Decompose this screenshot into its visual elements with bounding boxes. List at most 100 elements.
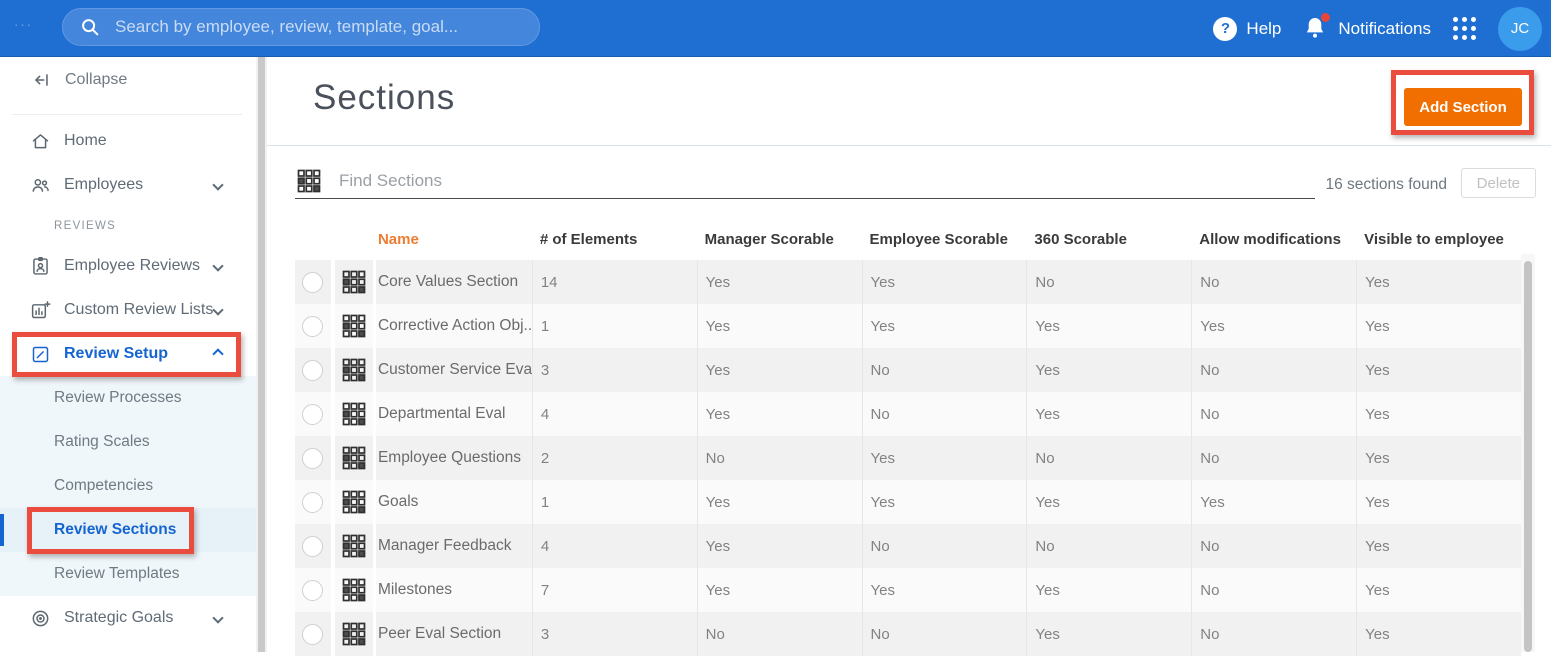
collapse-button[interactable]: Collapse xyxy=(0,58,256,102)
section-name[interactable]: Corrective Action Obj... xyxy=(375,304,532,348)
avatar[interactable]: JC xyxy=(1498,6,1542,51)
column-header-visible-to-employee[interactable]: Visible to employee xyxy=(1364,231,1504,248)
row-select-radio[interactable] xyxy=(302,403,324,425)
elements-value: 2 xyxy=(531,436,697,480)
sidebar-item-label: Employees xyxy=(64,176,144,193)
employee-scorable-value: No xyxy=(861,524,1027,568)
drag-handle-icon[interactable] xyxy=(342,578,366,602)
search-input[interactable] xyxy=(115,17,523,37)
sidebar-item-review-sections[interactable]: Review Sections xyxy=(0,508,256,552)
column-header-manager-scorable[interactable]: Manager Scorable xyxy=(704,231,834,248)
elements-value: 1 xyxy=(531,304,697,348)
section-name[interactable]: Employee Questions xyxy=(375,436,532,480)
find-sections-field[interactable] xyxy=(295,163,1315,199)
notifications-label: Notifications xyxy=(1338,18,1431,38)
scorable-360-value: Yes xyxy=(1026,568,1192,612)
employee-scorable-value: Yes xyxy=(861,568,1027,612)
row-select-radio[interactable] xyxy=(302,447,324,469)
row-select-radio[interactable] xyxy=(302,535,324,557)
section-name[interactable]: Departmental Eval xyxy=(375,392,532,436)
allow-modifications-value: No xyxy=(1191,348,1357,392)
sidebar-item-review-templates[interactable]: Review Templates xyxy=(54,565,180,582)
sidebar-item-rating-scales[interactable]: Rating Scales xyxy=(54,433,150,450)
scorable-360-value: Yes xyxy=(1026,612,1192,656)
employee-scorable-value: Yes xyxy=(861,480,1027,524)
drag-handle-icon[interactable] xyxy=(342,534,366,558)
drag-handle-icon[interactable] xyxy=(342,314,366,338)
manager-scorable-value: No xyxy=(696,436,862,480)
section-name[interactable]: Goals xyxy=(375,480,532,524)
section-name[interactable]: Manager Feedback xyxy=(375,524,532,568)
add-section-button[interactable]: Add Section xyxy=(1404,88,1522,126)
sidebar-item-custom-review-lists[interactable]: Custom Review Lists xyxy=(0,288,256,332)
drag-handle-icon[interactable] xyxy=(342,270,366,294)
table-header-row: Name # of Elements Manager Scorable Empl… xyxy=(295,219,1521,260)
sidebar-scrollbar[interactable] xyxy=(256,57,267,652)
column-header-name[interactable]: Name xyxy=(377,231,419,248)
drag-handle-icon[interactable] xyxy=(342,402,366,426)
manager-scorable-value: No xyxy=(696,612,862,656)
row-select-radio[interactable] xyxy=(302,491,324,513)
sidebar-item-label: Home xyxy=(64,132,107,149)
scorable-360-value: Yes xyxy=(1026,392,1192,436)
section-name[interactable]: Peer Eval Section xyxy=(375,612,532,656)
employee-scorable-value: No xyxy=(861,392,1027,436)
chevron-down-icon xyxy=(212,260,224,272)
column-header-elements[interactable]: # of Elements xyxy=(539,231,638,248)
visible-to-employee-value: Yes xyxy=(1356,436,1521,480)
logo: ··· xyxy=(14,17,33,32)
row-select-radio[interactable] xyxy=(302,579,324,601)
sidebar-item-label: Strategic Goals xyxy=(64,609,174,626)
drag-handle-icon[interactable] xyxy=(342,358,366,382)
table-row: Departmental Eval 4 Yes No Yes No Yes xyxy=(295,392,1521,436)
table-row: Core Values Section 14 Yes Yes No No Yes xyxy=(295,260,1521,304)
sidebar-divider xyxy=(12,114,242,115)
find-sections-input[interactable] xyxy=(339,170,1315,191)
section-name[interactable]: Customer Service Eval xyxy=(375,348,532,392)
sidebar-item-review-setup[interactable]: Review Setup xyxy=(0,332,256,376)
apps-grid-icon[interactable] xyxy=(1453,17,1476,40)
chart-plus-icon xyxy=(31,300,51,318)
elements-value: 4 xyxy=(531,392,697,436)
collapse-icon xyxy=(35,74,48,86)
visible-to-employee-value: Yes xyxy=(1356,612,1521,656)
row-select-radio[interactable] xyxy=(302,271,324,293)
row-select-radio[interactable] xyxy=(302,623,324,645)
employee-scorable-value: Yes xyxy=(861,304,1027,348)
section-name[interactable]: Core Values Section xyxy=(375,260,532,304)
drag-handle-icon[interactable] xyxy=(342,622,366,646)
grid-filter-icon xyxy=(297,169,321,193)
row-select-radio[interactable] xyxy=(302,359,324,381)
delete-button[interactable]: Delete xyxy=(1460,168,1536,198)
visible-to-employee-value: Yes xyxy=(1356,304,1521,348)
column-header-360-scorable[interactable]: 360 Scorable xyxy=(1034,231,1127,248)
home-icon xyxy=(32,133,49,148)
sidebar-item-home[interactable]: Home xyxy=(0,119,256,163)
sidebar-item-strategic-goals[interactable]: Strategic Goals xyxy=(0,596,256,640)
visible-to-employee-value: Yes xyxy=(1356,392,1521,436)
sidebar-item-review-processes[interactable]: Review Processes xyxy=(54,389,182,406)
chevron-down-icon xyxy=(212,179,224,191)
column-header-allow-modifications[interactable]: Allow modifications xyxy=(1199,231,1341,248)
page-title: Sections xyxy=(313,78,456,117)
sidebar-item-employees[interactable]: Employees xyxy=(0,163,256,207)
chevron-down-icon xyxy=(212,304,224,316)
section-name[interactable]: Milestones xyxy=(375,568,532,612)
row-select-radio[interactable] xyxy=(302,315,324,337)
sidebar-item-employee-reviews[interactable]: Employee Reviews xyxy=(0,244,256,288)
allow-modifications-value: No xyxy=(1191,392,1357,436)
help-button[interactable]: ? Help xyxy=(1213,16,1281,41)
notifications-button[interactable]: Notifications xyxy=(1303,12,1431,43)
visible-to-employee-value: Yes xyxy=(1356,480,1521,524)
target-icon xyxy=(32,610,49,626)
table-scrollbar[interactable] xyxy=(1521,254,1535,652)
drag-handle-icon[interactable] xyxy=(342,490,366,514)
sidebar-item-competencies[interactable]: Competencies xyxy=(54,477,154,494)
title-divider xyxy=(267,145,1551,146)
sidebar-item-label: Employee Reviews xyxy=(64,257,201,274)
global-search[interactable] xyxy=(62,8,540,46)
manager-scorable-value: Yes xyxy=(696,304,862,348)
manager-scorable-value: Yes xyxy=(696,348,862,392)
drag-handle-icon[interactable] xyxy=(342,446,366,470)
column-header-employee-scorable[interactable]: Employee Scorable xyxy=(869,231,1008,248)
